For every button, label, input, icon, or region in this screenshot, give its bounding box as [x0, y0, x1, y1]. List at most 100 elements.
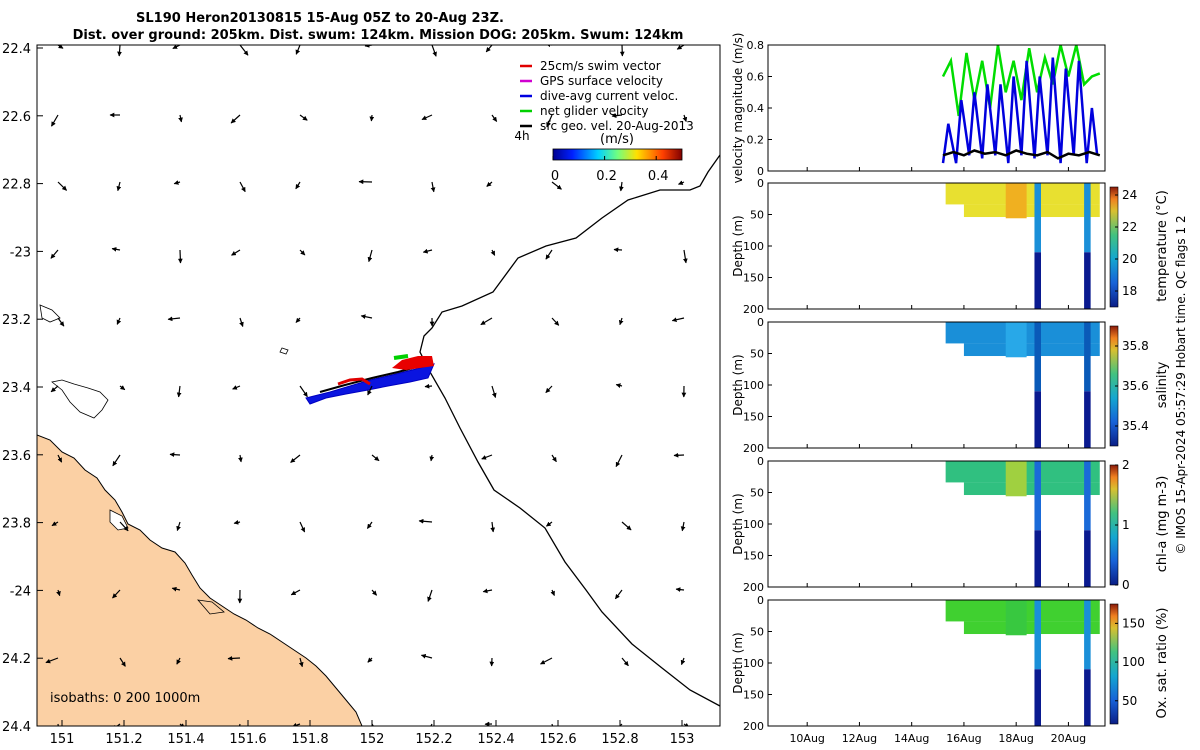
upper-layer	[963, 621, 1100, 635]
current-vector	[57, 181, 68, 191]
current-vector	[551, 317, 560, 326]
current-vector	[618, 317, 624, 326]
current-vector	[298, 657, 304, 668]
current-vector	[682, 114, 688, 123]
depth-tick-label: 100	[743, 518, 764, 531]
current-vector	[367, 385, 373, 396]
deep-dive-lower	[1034, 530, 1041, 587]
current-vector	[290, 589, 301, 596]
lon-tick-label: 151.4	[167, 732, 204, 747]
deep-dive-lower	[1034, 391, 1041, 448]
current-vector	[546, 114, 553, 128]
depth-tick-label: 200	[743, 581, 764, 594]
current-vector	[176, 385, 182, 398]
current-vector	[230, 114, 241, 124]
current-vector	[299, 249, 306, 256]
velocity-series-line	[941, 57, 1099, 164]
depth-tick-label: 0	[757, 177, 764, 190]
current-vector	[299, 521, 306, 533]
upper-layer	[963, 204, 1100, 218]
current-vector	[418, 518, 433, 524]
current-vector	[490, 521, 496, 533]
depth-tick-label: 100	[743, 657, 764, 670]
colorbar-tick-label: 0.2	[596, 169, 617, 184]
lat-tick-label: -24	[10, 584, 31, 599]
current-vector	[420, 653, 433, 659]
current-vector	[177, 249, 183, 264]
deep-dive-upper	[1034, 322, 1041, 392]
deep-dive-lower	[1084, 669, 1091, 726]
current-vector	[676, 45, 685, 50]
current-vector	[57, 45, 64, 49]
warm-patch	[1005, 322, 1027, 358]
colorbar-title: (m/s)	[600, 132, 634, 147]
current-vector	[116, 181, 122, 192]
current-vector	[431, 45, 437, 57]
current-vector	[545, 385, 553, 394]
lon-tick-label: 151	[50, 732, 75, 747]
colorbar-label: chl-a (mg m-3)	[1155, 476, 1170, 573]
current-vector	[299, 385, 308, 398]
time-tick-label: 20Aug	[1051, 732, 1086, 745]
current-vector	[176, 521, 181, 532]
current-vector	[485, 45, 493, 53]
deep-dive-lower	[1084, 391, 1091, 448]
current-vector	[112, 589, 121, 599]
lon-tick-label: 151.8	[291, 732, 328, 747]
current-vector	[112, 454, 121, 467]
heatmap-colorbar	[1109, 603, 1119, 725]
deep-dive-lower	[1034, 669, 1041, 726]
deep-dive-upper	[1084, 600, 1091, 670]
colorbar-tick-label: 20	[1122, 252, 1137, 266]
lat-tick-label: 24.4	[2, 720, 31, 735]
current-vector	[421, 114, 433, 121]
isobaths-label: isobaths: 0 200 1000m	[50, 691, 200, 706]
title-line-2: Dist. over ground: 205km. Dist. swum: 12…	[73, 28, 684, 43]
lat-tick-label: 22.4	[2, 42, 31, 57]
lon-tick-label: 152.8	[601, 732, 638, 747]
depth-tick-label: 200	[743, 442, 764, 455]
deep-dive-lower	[1034, 252, 1041, 309]
current-vector	[233, 520, 241, 525]
time-tick-label: 14Aug	[894, 732, 929, 745]
current-vector	[232, 385, 241, 390]
current-vector	[680, 657, 686, 666]
depth-tick-label: 50	[750, 626, 764, 639]
current-vector	[299, 114, 308, 121]
current-vector	[295, 181, 301, 190]
current-vector	[50, 385, 59, 393]
y-tick-label: 0.6	[747, 71, 765, 84]
current-vector	[491, 114, 498, 122]
current-vector	[540, 657, 553, 665]
legend-entry: net glider velocity	[540, 104, 648, 118]
warm-patch	[1005, 461, 1027, 497]
current-vector	[238, 454, 243, 463]
speed-colorbar	[552, 148, 683, 161]
current-vector	[50, 249, 59, 259]
current-vector	[371, 589, 378, 596]
current-vector	[682, 249, 688, 264]
current-vector	[231, 249, 241, 256]
current-vector	[545, 249, 553, 260]
lat-tick-label: 22.6	[2, 110, 31, 125]
current-vector	[119, 657, 126, 667]
deep-dive-lower	[1084, 252, 1091, 309]
warm-patch	[1005, 600, 1027, 636]
colorbar-label: temperature (°C)	[1155, 190, 1170, 302]
current-vector	[45, 657, 59, 664]
time-tick-label: 16Aug	[946, 732, 981, 745]
current-vector	[291, 722, 301, 726]
lat-tick-label: 23.8	[2, 517, 31, 532]
y-tick-label: 0.8	[747, 39, 765, 52]
current-vector	[111, 246, 121, 252]
depth-ylabel: Depth (m)	[731, 354, 745, 415]
colorbar-tick-label: 0.4	[648, 169, 669, 184]
current-vector	[615, 723, 623, 726]
current-vector	[618, 181, 624, 192]
depth-tick-label: 150	[743, 411, 764, 424]
current-vector	[50, 114, 59, 127]
warm-patch	[1005, 183, 1027, 219]
current-vector	[56, 589, 61, 597]
depth-ylabel: Depth (m)	[731, 493, 745, 554]
